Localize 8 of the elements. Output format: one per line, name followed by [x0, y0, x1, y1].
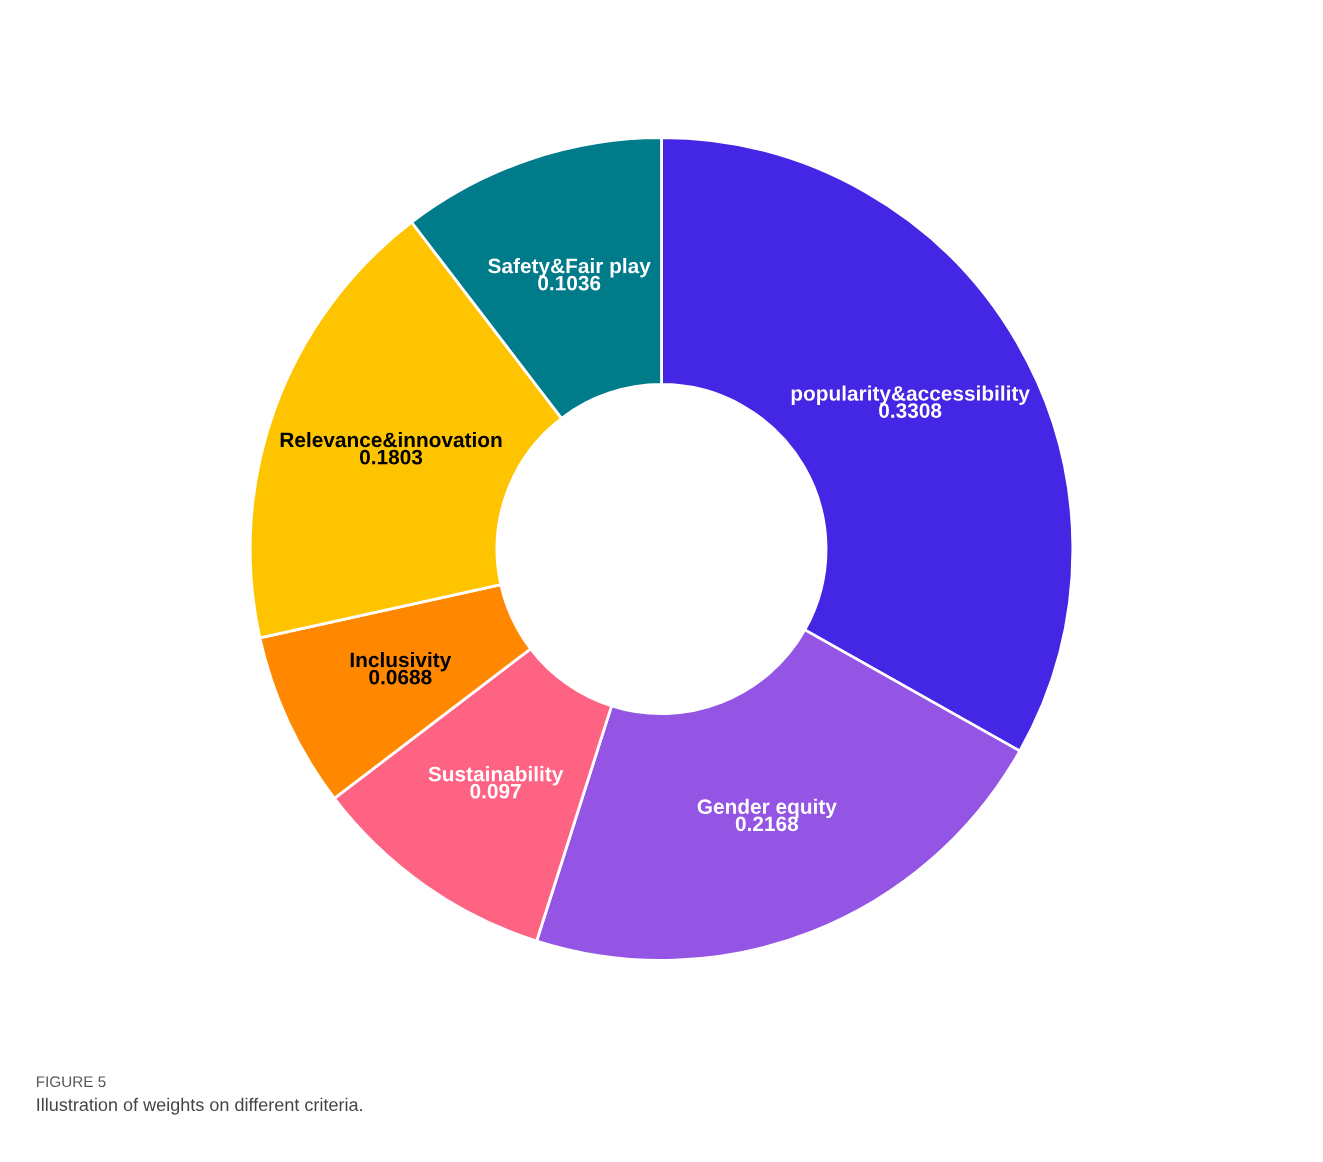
data-label: 0.1803 [359, 449, 423, 465]
data-label: 0.3308 [879, 403, 942, 418]
slice-label: popularity&accessibility [791, 385, 1030, 405]
caption: FIGURE 5 [36, 1076, 106, 1088]
slice-label: Safety&Fair play [488, 258, 651, 278]
data-label: 0.1036 [538, 275, 601, 291]
slice-label: Relevance&innovation [280, 431, 502, 448]
text: Illustration of weights on different criteria. [37, 1097, 362, 1115]
